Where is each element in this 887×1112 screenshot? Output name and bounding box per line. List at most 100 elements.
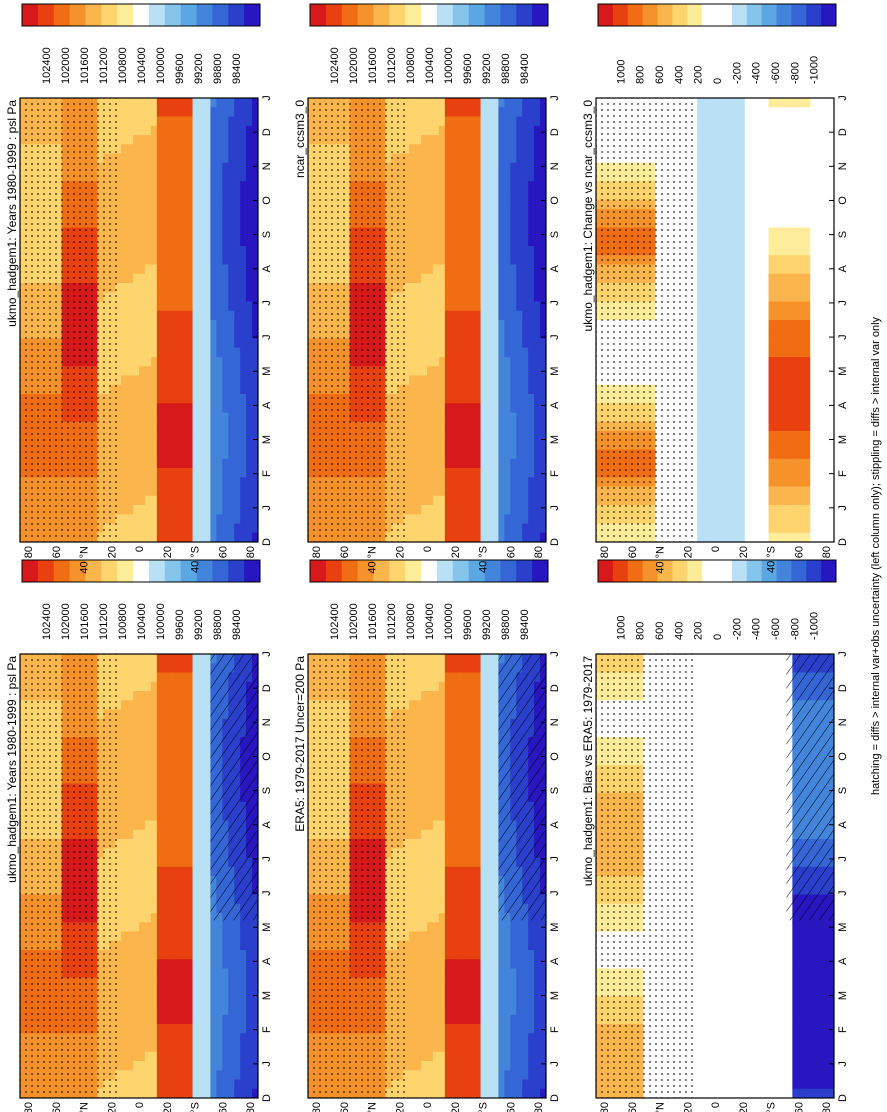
cell — [427, 700, 434, 710]
cell — [252, 486, 259, 497]
cell — [240, 440, 247, 450]
cell — [186, 783, 194, 794]
cell — [186, 283, 194, 293]
cell — [204, 691, 211, 701]
cell — [133, 486, 140, 497]
colorbar-label: 99200 — [193, 609, 205, 640]
cell — [186, 458, 194, 469]
cell — [168, 1014, 176, 1025]
cell — [156, 366, 164, 376]
cell — [198, 144, 205, 154]
time-tick-label: J — [261, 651, 273, 657]
cell — [150, 523, 158, 534]
cell — [144, 338, 152, 349]
cell — [252, 477, 259, 487]
cell — [144, 1070, 152, 1080]
cell — [180, 477, 188, 487]
cell — [150, 292, 158, 302]
cell — [150, 876, 158, 886]
cell — [133, 894, 140, 905]
cell — [144, 950, 152, 960]
cell — [252, 218, 259, 228]
cell — [246, 292, 253, 302]
cell — [133, 449, 140, 460]
cell — [204, 829, 211, 840]
cell — [139, 811, 146, 821]
cell — [234, 236, 241, 247]
cell — [174, 320, 182, 330]
cell — [192, 162, 199, 173]
cell — [180, 227, 188, 238]
cell — [174, 968, 182, 979]
cell — [192, 310, 199, 321]
cell — [252, 468, 259, 478]
cell — [139, 968, 146, 979]
time-tick-label: N — [261, 162, 273, 170]
cell — [133, 728, 140, 738]
cell — [192, 394, 199, 404]
cell — [246, 1005, 253, 1016]
cell — [121, 783, 128, 794]
cell — [180, 839, 188, 849]
cell — [192, 431, 199, 441]
cell — [121, 718, 128, 729]
cell — [186, 172, 194, 182]
cell — [144, 255, 152, 265]
cell — [121, 505, 128, 515]
cell — [156, 514, 164, 524]
cell — [192, 190, 199, 201]
cell — [139, 172, 146, 182]
cell — [210, 107, 217, 117]
cell — [156, 681, 164, 692]
cell — [198, 153, 205, 164]
cell — [210, 329, 217, 339]
cell — [234, 246, 241, 256]
cell — [162, 329, 170, 339]
cell — [222, 357, 229, 367]
cell — [156, 829, 164, 840]
cell — [180, 959, 188, 969]
cell — [421, 1024, 428, 1034]
cell — [174, 135, 182, 145]
cell — [204, 839, 211, 849]
cell — [234, 227, 241, 238]
cell — [204, 857, 211, 868]
cell — [174, 654, 182, 664]
cell — [222, 209, 229, 219]
cell — [144, 663, 152, 673]
cell — [240, 1088, 247, 1099]
cell — [133, 135, 140, 145]
cell — [133, 1024, 140, 1034]
cell — [156, 1024, 164, 1034]
cell — [156, 347, 164, 358]
cell — [127, 765, 134, 775]
cell — [228, 394, 235, 404]
cell — [174, 468, 182, 478]
cell — [192, 663, 199, 673]
cell — [150, 811, 158, 821]
cell — [162, 273, 170, 284]
cell — [204, 728, 211, 738]
cell — [174, 153, 182, 164]
cell — [186, 709, 194, 720]
cell — [156, 172, 164, 182]
cell — [240, 495, 247, 506]
cell — [186, 913, 194, 923]
cell — [127, 811, 134, 821]
cell — [156, 375, 164, 386]
cell — [216, 931, 223, 942]
cell — [150, 329, 158, 339]
cell — [127, 347, 134, 358]
cell — [174, 1070, 182, 1080]
cell — [216, 209, 223, 219]
cell — [144, 811, 152, 821]
cell — [204, 700, 211, 710]
cell — [252, 1088, 259, 1099]
cell — [139, 384, 146, 395]
colorbar-label: 99200 — [481, 609, 493, 640]
cell — [246, 172, 253, 182]
cell — [252, 1014, 259, 1025]
cell — [216, 977, 223, 988]
cell — [121, 153, 128, 164]
cell — [204, 301, 211, 312]
